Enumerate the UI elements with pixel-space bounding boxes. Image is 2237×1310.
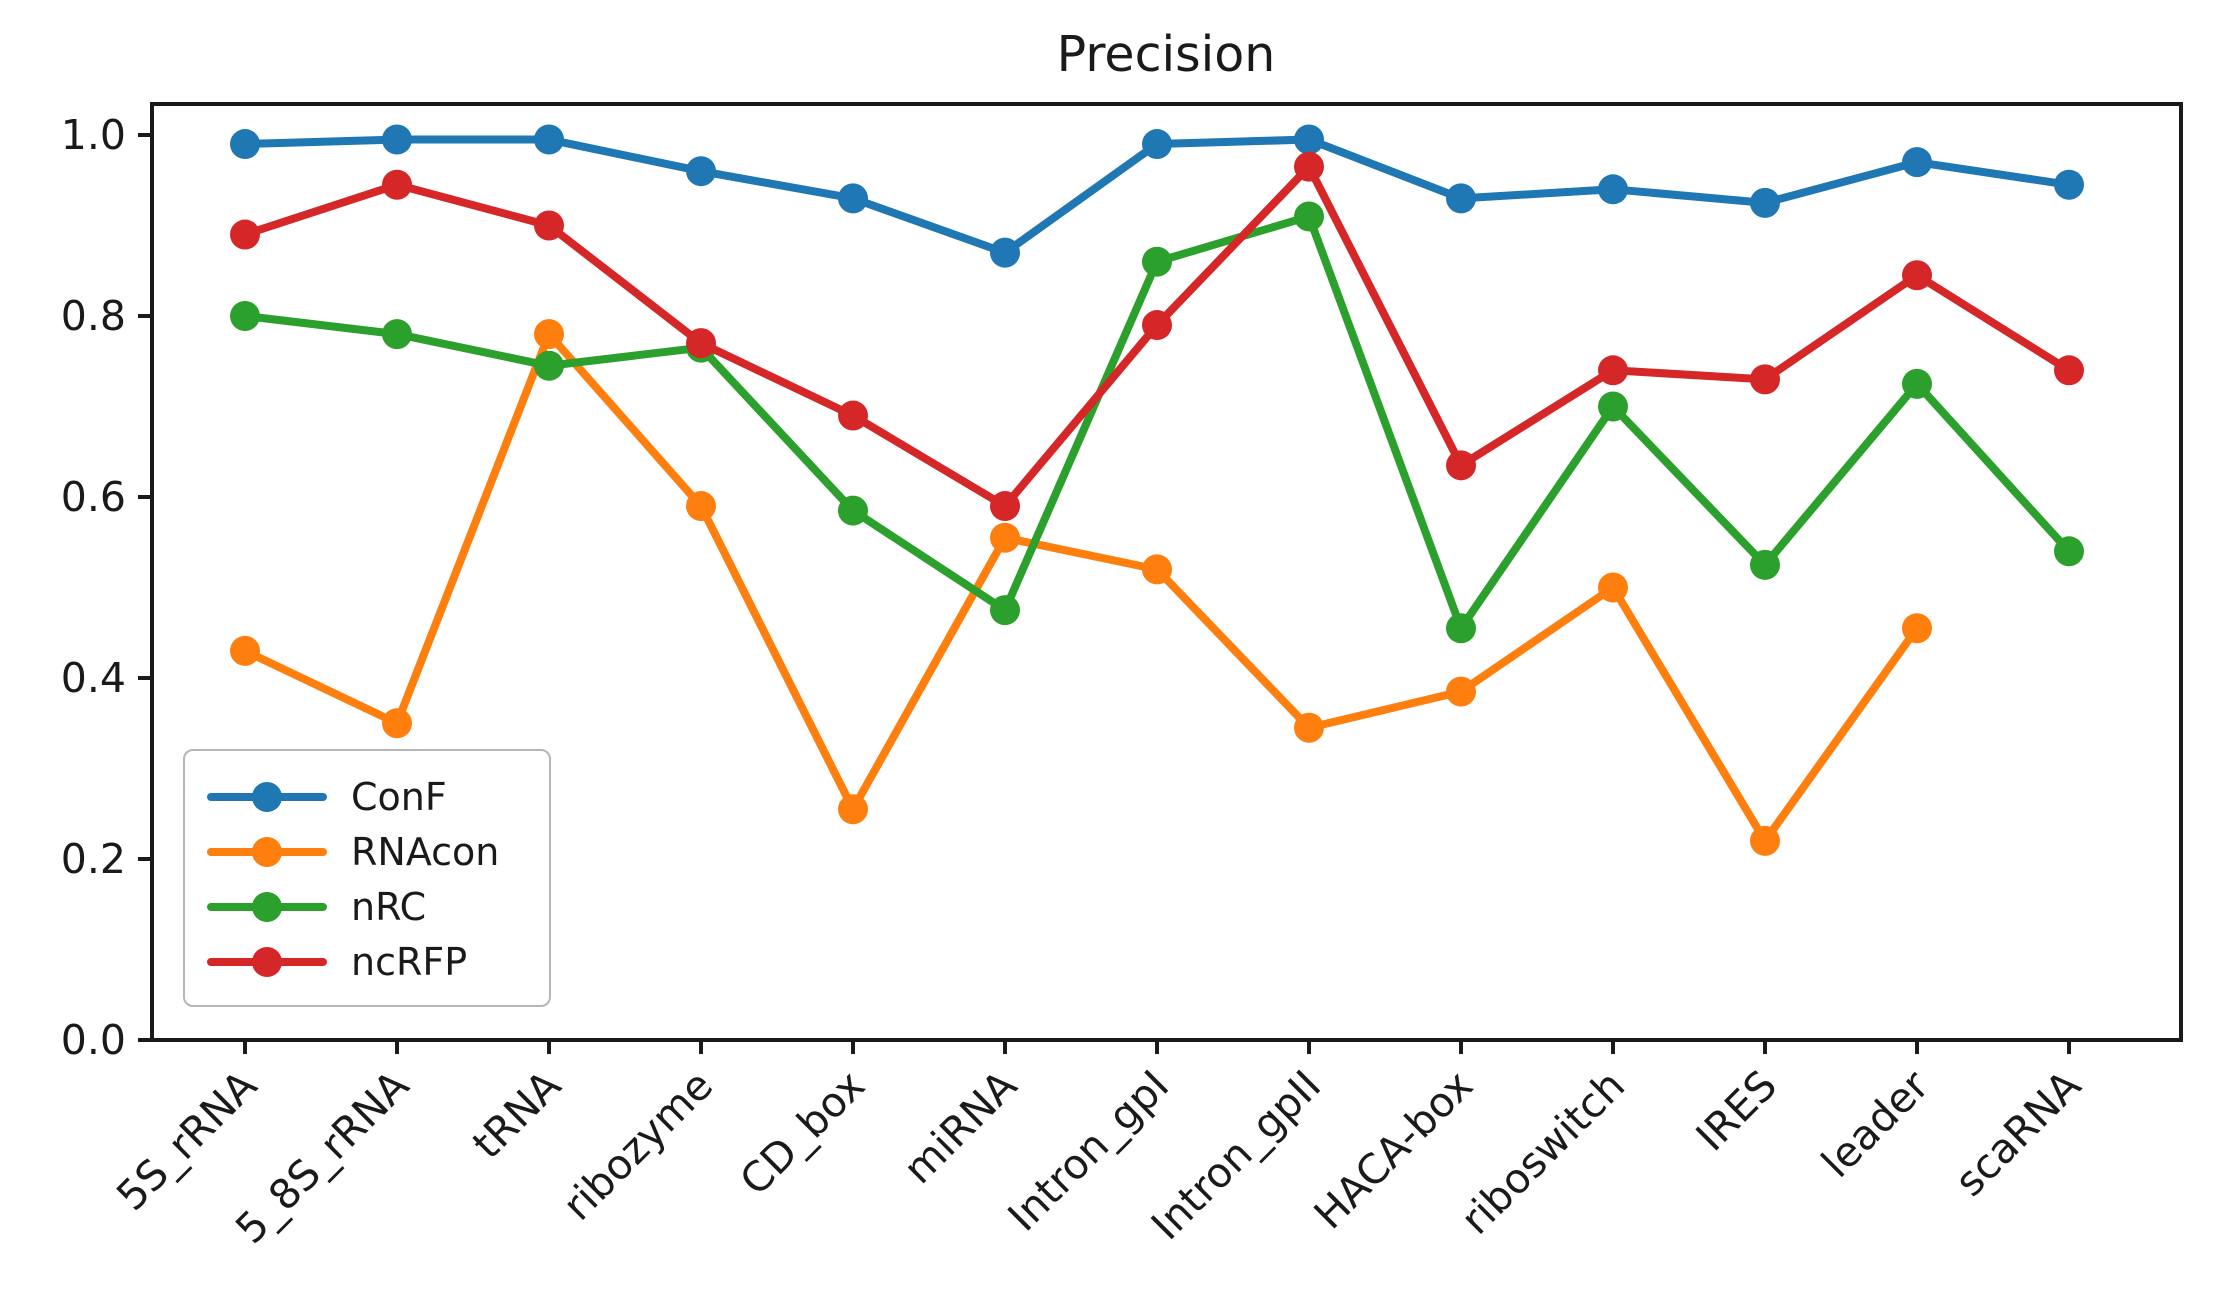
legend: ConF RNAcon nRC ncRFP (183, 749, 551, 1007)
data-point-ncRFP-scaRNA (2054, 355, 2084, 386)
x-tick-label: ribozyme (554, 1061, 723, 1230)
series-nRC (230, 201, 2084, 644)
data-point-ConF-Intron_gpII (1294, 124, 1324, 155)
data-point-RNAcon-5S_rRNA (230, 635, 260, 666)
data-point-RNAcon-Intron_gpII (1294, 712, 1324, 743)
data-point-nRC-tRNA (534, 350, 564, 381)
series-line-RNAcon (241, 330, 1921, 845)
data-point-nRC-5S_rRNA (230, 301, 260, 331)
data-point-nRC-CD_box (838, 495, 868, 526)
data-point-nRC-scaRNA (2054, 536, 2084, 567)
series-RNAcon (230, 319, 1932, 856)
data-point-ncRFP-riboswitch (1598, 355, 1628, 386)
chart-title: Precision (1056, 26, 1276, 83)
legend-dot (252, 836, 282, 867)
legend-item-nRC: nRC (207, 879, 529, 934)
data-point-ConF-miRNA (990, 237, 1020, 268)
legend-dot (252, 891, 282, 922)
data-point-nRC-riboswitch (1598, 391, 1628, 422)
data-point-RNAcon-ribozyme (686, 491, 716, 522)
data-point-ConF-Intron_gpI (1142, 129, 1172, 160)
y-tick-label: 0.2 (61, 835, 126, 883)
y-tick-label: 1.0 (61, 111, 126, 159)
data-point-RNAcon-miRNA (990, 522, 1020, 553)
data-point-nRC-Intron_gpII (1294, 201, 1324, 232)
data-point-nRC-IRES (1750, 549, 1780, 580)
data-point-RNAcon-Intron_gpI (1142, 554, 1172, 585)
data-point-ncRFP-CD_box (838, 400, 868, 431)
legend-item-ConF: ConF (207, 769, 529, 824)
data-point-ConF-tRNA (534, 124, 564, 155)
x-tick-label: CD_box (731, 1061, 874, 1204)
series-ConF (230, 124, 2084, 268)
data-point-ConF-riboswitch (1598, 174, 1628, 205)
data-point-ConF-5S_rRNA (230, 129, 260, 160)
legend-marker-ConF (207, 781, 327, 812)
data-point-nRC-leader (1902, 368, 1932, 399)
legend-label-nRC: nRC (351, 884, 427, 929)
y-tick-label: 0.6 (61, 473, 126, 521)
data-point-ConF-5_8S_rRNA (382, 124, 412, 155)
x-tick-label: 5S_rRNA (107, 1061, 266, 1220)
data-point-ConF-leader (1902, 147, 1932, 178)
legend-dot (252, 781, 282, 812)
data-point-RNAcon-riboswitch (1598, 572, 1628, 603)
data-point-ConF-ribozyme (686, 156, 716, 187)
y-tick-label: 0.4 (61, 654, 126, 702)
legend-item-ncRFP: ncRFP (207, 934, 529, 989)
data-point-RNAcon-leader (1902, 613, 1932, 644)
data-point-ncRFP-5S_rRNA (230, 219, 260, 250)
legend-label-ConF: ConF (351, 774, 447, 819)
data-point-nRC-5_8S_rRNA (382, 319, 412, 350)
data-point-nRC-Intron_gpI (1142, 246, 1172, 277)
x-tick-label: leader (1812, 1061, 1938, 1187)
data-point-ncRFP-Intron_gpI (1142, 310, 1172, 341)
series-ncRFP (230, 151, 2084, 522)
legend-marker-RNAcon (207, 836, 327, 867)
x-tick-label: tRNA (463, 1061, 570, 1168)
y-axis: 0.0 0.2 0.4 0.6 0.8 1.0 (61, 111, 152, 1064)
data-point-ncRFP-leader (1902, 260, 1932, 291)
data-point-RNAcon-IRES (1750, 825, 1780, 856)
data-point-ncRFP-5_8S_rRNA (382, 169, 412, 200)
x-tick-label: miRNA (894, 1061, 1026, 1193)
data-point-ncRFP-ribozyme (686, 328, 716, 359)
data-point-ncRFP-IRES (1750, 364, 1780, 395)
data-point-RNAcon-tRNA (534, 319, 564, 350)
data-point-ncRFP-miRNA (990, 491, 1020, 522)
data-point-nRC-miRNA (990, 595, 1020, 626)
legend-label-ncRFP: ncRFP (351, 939, 468, 984)
legend-marker-nRC (207, 891, 327, 922)
data-point-RNAcon-5_8S_rRNA (382, 708, 412, 739)
data-point-ncRFP-tRNA (534, 210, 564, 241)
data-point-ConF-CD_box (838, 183, 868, 214)
legend-dot (252, 946, 282, 977)
data-point-nRC-HACA-box (1446, 613, 1476, 644)
legend-marker-ncRFP (207, 946, 327, 977)
legend-label-RNAcon: RNAcon (351, 829, 500, 874)
x-tick-label: riboswitch (1451, 1061, 1634, 1244)
y-tick-label: 0.0 (61, 1016, 126, 1064)
data-point-ncRFP-HACA-box (1446, 450, 1476, 481)
x-tick-label: scaRNA (1946, 1061, 2090, 1205)
data-point-ncRFP-Intron_gpII (1294, 151, 1324, 182)
data-point-ConF-scaRNA (2054, 169, 2084, 200)
data-point-ConF-IRES (1750, 187, 1780, 218)
axes-spines (150, 102, 2183, 1042)
data-point-RNAcon-HACA-box (1446, 676, 1476, 707)
y-tick-label: 0.8 (61, 292, 126, 340)
data-point-ConF-HACA-box (1446, 183, 1476, 214)
x-tick-label: IRES (1687, 1061, 1786, 1160)
legend-item-RNAcon: RNAcon (207, 824, 529, 879)
data-point-RNAcon-CD_box (838, 794, 868, 825)
